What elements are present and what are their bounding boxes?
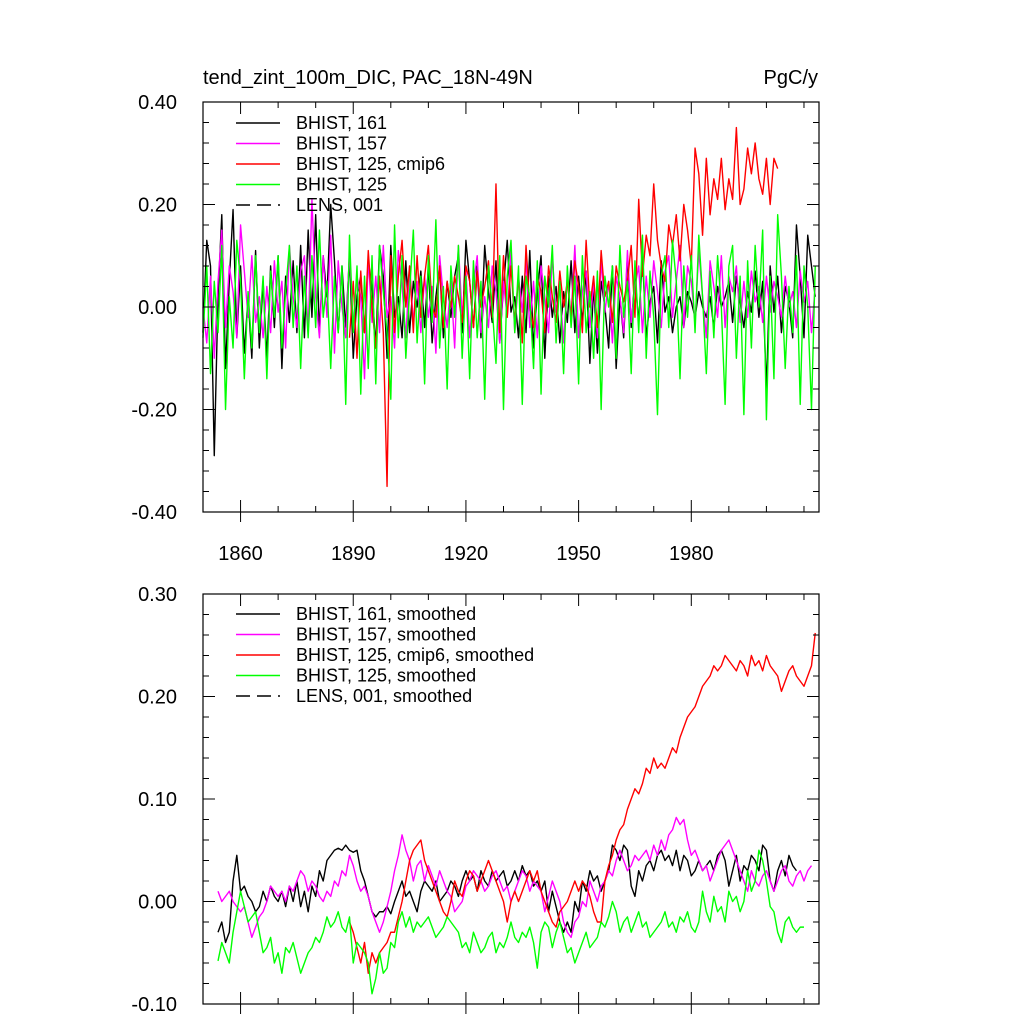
y-tick-label: 0.10 (138, 789, 177, 811)
series-line-2 (217, 816, 813, 939)
panel-annual: tend_zint_100m_DIC, PAC_18N-49N PgC/y 18… (131, 67, 820, 565)
legend-label: BHIST, 125, cmip6, smoothed (296, 645, 534, 665)
legend-label: BHIST, 161, smoothed (296, 604, 476, 624)
series-line-4 (217, 849, 804, 995)
series-line-1 (202, 203, 816, 457)
y-tick-label: -0.20 (131, 400, 177, 422)
legend-label: BHIST, 157 (296, 134, 387, 154)
legend-label: LENS, 001 (296, 195, 383, 215)
x-tick-label: 1980 (669, 543, 714, 565)
legend-label: BHIST, 125, smoothed (296, 666, 476, 686)
y-tick-label: 0.20 (138, 687, 177, 709)
chart-title: tend_zint_100m_DIC, PAC_18N-49N (203, 67, 533, 89)
y-tick-label: 0.00 (138, 297, 177, 319)
series-group (202, 126, 816, 488)
y-tick-label: 0.30 (138, 584, 177, 606)
legend-label: BHIST, 125 (296, 175, 387, 195)
x-tick-label: 1950 (556, 543, 601, 565)
panel-smoothed: -0.10 0.00 0.10 0.20 0.30 BHIST, 161, smooth… (131, 584, 820, 1016)
legend-label: BHIST, 161 (296, 113, 387, 133)
axis-ticks: -0.10 0.00 0.10 0.20 0.30 (131, 584, 819, 1016)
y-tick-label: 0.20 (138, 195, 177, 217)
series-line-3 (348, 632, 816, 974)
y-tick-label: 0.40 (138, 92, 177, 114)
axis-ticks: 1860 1890 1920 1950 1980 -0.40 -0.20 0.00 0.20 0.… (131, 92, 819, 565)
x-tick-label: 1860 (218, 543, 263, 565)
legend-label: LENS, 001, smoothed (296, 686, 472, 706)
y-tick-label: 0.00 (138, 892, 177, 914)
units-label: PgC/y (764, 67, 818, 89)
y-tick-label: -0.40 (131, 502, 177, 524)
series-group (217, 632, 816, 995)
series-line-1 (217, 844, 798, 944)
y-tick-label: -0.10 (131, 994, 177, 1016)
series-line-4 (202, 214, 816, 421)
legend-label: BHIST, 125, cmip6 (296, 154, 445, 174)
series-line-3 (348, 126, 779, 488)
x-tick-label: 1890 (331, 543, 376, 565)
legend-label: BHIST, 157, smoothed (296, 625, 476, 645)
x-tick-label: 1920 (444, 543, 489, 565)
